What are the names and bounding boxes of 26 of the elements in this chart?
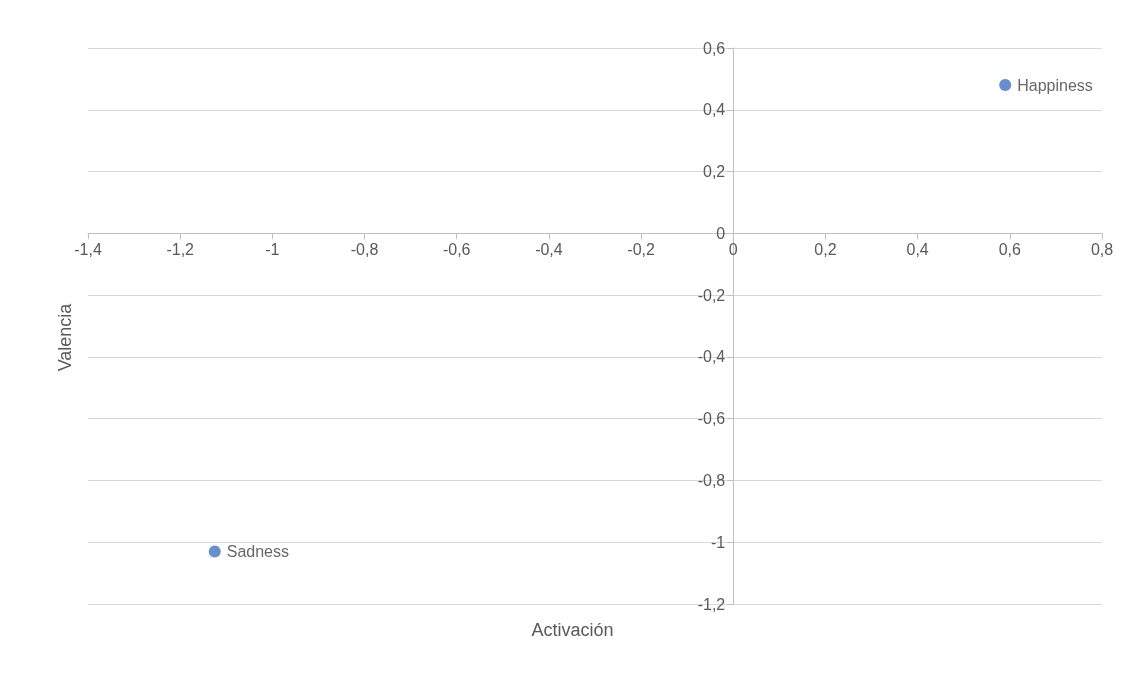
- y-tick-label: -0,8: [697, 471, 726, 489]
- x-tick-label: 0: [728, 240, 738, 258]
- y-tick-label: 0: [716, 224, 726, 242]
- x-tick-label: -0,4: [535, 240, 563, 258]
- y-tick-label: 0,6: [703, 39, 726, 57]
- x-tick-label: -0,8: [350, 240, 379, 258]
- x-tick-label: 0,4: [906, 240, 929, 258]
- y-tick-label: -0,2: [697, 286, 726, 304]
- x-tick-label: -0,2: [627, 240, 655, 258]
- x-tick-label: -1,2: [166, 240, 195, 258]
- x-tick-label: 0,6: [998, 240, 1022, 258]
- y-tick-label: -1: [711, 533, 726, 551]
- y-tick-label: -0,6: [697, 410, 726, 428]
- annotation: Happiness: [1017, 76, 1093, 94]
- y-tick-label: 0,4: [703, 101, 726, 119]
- x-axis-title: Activación: [531, 620, 614, 640]
- y-tick-label: -1,2: [697, 595, 726, 613]
- x-tick-label: -1: [265, 240, 280, 258]
- x-tick-label: -0,6: [442, 240, 471, 258]
- y-tick-label: 0,2: [703, 163, 726, 181]
- y-axis-title: Valencia: [55, 302, 75, 372]
- x-tick-label: 0,8: [1090, 240, 1114, 258]
- x-tick-label: 0,2: [814, 240, 837, 258]
- x-tick-label: -1,4: [74, 240, 102, 258]
- y-tick-label: -0,4: [697, 348, 726, 366]
- annotation: Sadness: [226, 542, 290, 560]
